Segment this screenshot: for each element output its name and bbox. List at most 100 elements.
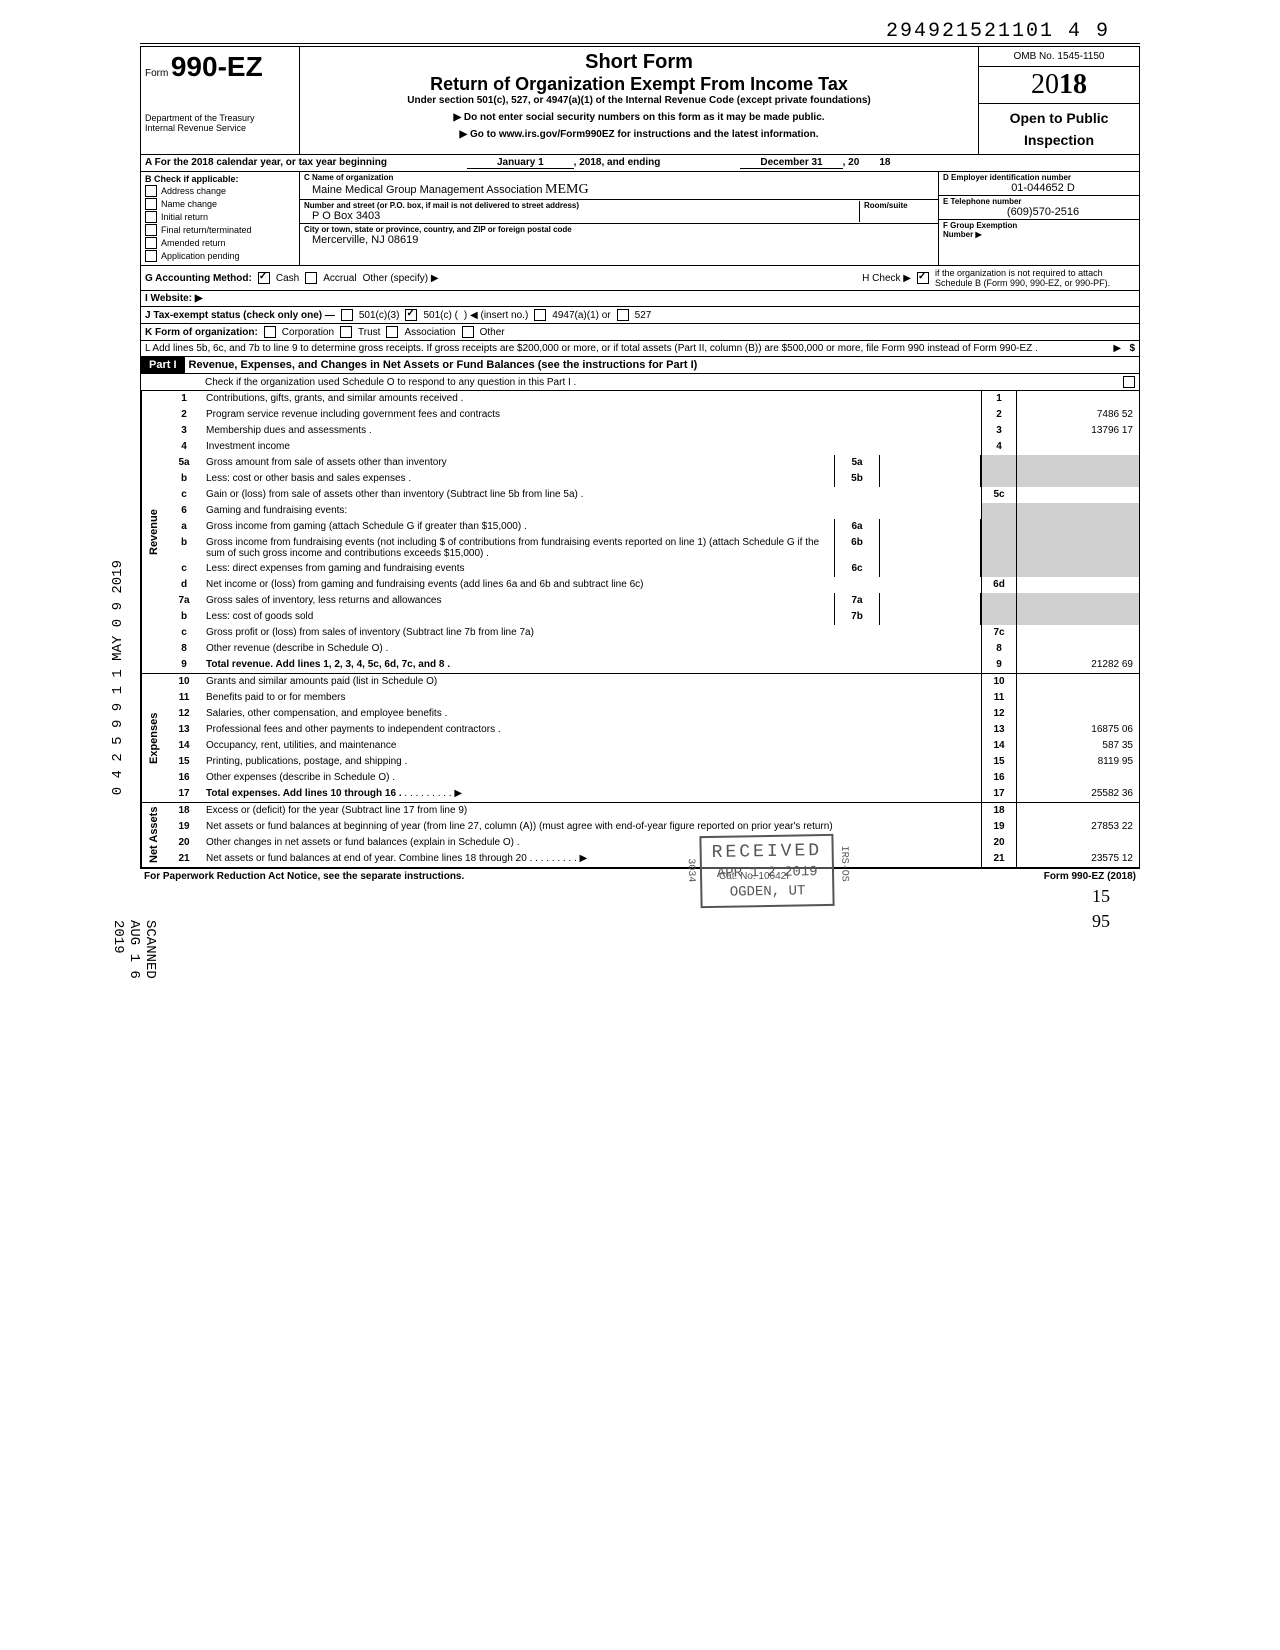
chk-527[interactable] [617,309,629,321]
revenue-label: Revenue [141,391,166,673]
top-barcode-number: 294921521101 4 9 [140,20,1140,44]
chk-cash[interactable] [258,272,270,284]
part1-title: Revenue, Expenses, and Changes in Net As… [185,357,702,373]
short-form-title: Short Form [308,51,970,74]
netassets-label: Net Assets [141,803,166,867]
chk-amended[interactable] [145,237,157,249]
d-label: D Employer identification number [943,173,1135,182]
line-6: 6Gaming and fundraising events: [166,503,1139,519]
part1-label: Part I [141,357,185,373]
line-18: 18Excess or (deficit) for the year (Subt… [166,803,1139,819]
line-c: cGain or (loss) from sale of assets othe… [166,487,1139,503]
chk-corp[interactable] [264,326,276,338]
line-a: aGross income from gaming (attach Schedu… [166,519,1139,535]
line-c: cGross profit or (loss) from sales of in… [166,625,1139,641]
chk-501c3[interactable] [341,309,353,321]
under-section: Under section 501(c), 527, or 4947(a)(1)… [308,95,970,106]
city-label: City or town, state or province, country… [304,225,934,234]
dept-treasury: Department of the Treasury [145,113,295,123]
chk-4947[interactable] [534,309,546,321]
irs-label: Internal Revenue Service [145,123,295,133]
omb-number: OMB No. 1545-1150 [979,47,1139,67]
chk-trust[interactable] [340,326,352,338]
chk-final-return[interactable] [145,224,157,236]
line-8: 8Other revenue (describe in Schedule O) … [166,641,1139,657]
form-header: Form 990-EZ Department of the Treasury I… [140,46,1140,155]
chk-other-org[interactable] [462,326,474,338]
c-label: C Name of organization [304,173,934,182]
row-a-tax-year: A For the 2018 calendar year, or tax yea… [140,155,1140,172]
addr-label: Number and street (or P.O. box, if mail … [304,201,859,210]
ssn-warning: ▶ Do not enter social security numbers o… [308,112,970,123]
row-j: J Tax-exempt status (check only one) — 5… [140,307,1140,324]
chk-pending[interactable] [145,250,157,262]
received-stamp: RECEIVED APR 1 2 2019 OGDEN, UT IRS-OS 3… [699,834,835,908]
line-5a: 5aGross amount from sale of assets other… [166,455,1139,471]
part1-header: Part I Revenue, Expenses, and Changes in… [140,357,1140,374]
side-stamp-2: SCANNED AUG 1 6 2019 [110,920,158,979]
line-14: 14Occupancy, rent, utilities, and mainte… [166,738,1139,754]
line-c: cLess: direct expenses from gaming and f… [166,561,1139,577]
info-grid: B Check if applicable: Address change Na… [140,172,1140,266]
form-number: 990-EZ [171,51,263,82]
side-stamp-1: 0 4 2 5 9 9 1 1 MAY 0 9 2019 [110,560,126,795]
line-12: 12Salaries, other compensation, and empl… [166,706,1139,722]
form-word: Form [145,68,168,79]
phone-value: (609)570-2516 [943,206,1135,218]
chk-assoc[interactable] [386,326,398,338]
line-17: 17Total expenses. Add lines 10 through 1… [166,786,1139,802]
chk-accrual[interactable] [305,272,317,284]
line-10: 10Grants and similar amounts paid (list … [166,674,1139,690]
open-public: Open to Public [979,104,1139,132]
chk-schedule-o[interactable] [1123,376,1135,388]
line-4: 4Investment income4 [166,439,1139,455]
b-title: B Check if applicable: [145,174,295,184]
line-1: 1Contributions, gifts, grants, and simil… [166,391,1139,407]
row-i: I Website: ▶ [140,291,1140,307]
chk-initial-return[interactable] [145,211,157,223]
org-name: Maine Medical Group Management Associati… [304,184,543,196]
room-label: Room/suite [864,201,934,210]
chk-schedule-b[interactable] [917,272,929,284]
org-hand: MEMG [545,182,589,197]
org-address: P O Box 3403 [304,210,859,222]
row-l: L Add lines 5b, 6c, and 7b to line 9 to … [140,341,1140,357]
chk-name-change[interactable] [145,198,157,210]
page-footer: For Paperwork Reduction Act Notice, see … [140,868,1140,884]
return-title: Return of Organization Exempt From Incom… [308,74,970,95]
line-3: 3Membership dues and assessments .313796… [166,423,1139,439]
line-d: dNet income or (loss) from gaming and fu… [166,577,1139,593]
line-b: bLess: cost or other basis and sales exp… [166,471,1139,487]
form-page: 0 4 2 5 9 9 1 1 MAY 0 9 2019 SCANNED AUG… [140,20,1140,934]
line-b: bLess: cost of goods sold7b [166,609,1139,625]
line-9: 9Total revenue. Add lines 1, 2, 3, 4, 5c… [166,657,1139,673]
line-7a: 7aGross sales of inventory, less returns… [166,593,1139,609]
ein-value: 01-044652 D [943,182,1135,194]
row-k: K Form of organization: Corporation Trus… [140,324,1140,341]
line-13: 13Professional fees and other payments t… [166,722,1139,738]
lines-table: Revenue 1Contributions, gifts, grants, a… [140,391,1140,868]
f-label: F Group Exemption [943,221,1135,230]
e-label: E Telephone number [943,197,1135,206]
handwritten-numbers: 15 95 [140,884,1140,934]
line-21: 21Net assets or fund balances at end of … [166,851,1139,867]
footer-left: For Paperwork Reduction Act Notice, see … [144,871,464,882]
line-16: 16Other expenses (describe in Schedule O… [166,770,1139,786]
org-city: Mercerville, NJ 08619 [304,234,934,246]
line-b: bGross income from fundraising events (n… [166,535,1139,561]
line-15: 15Printing, publications, postage, and s… [166,754,1139,770]
tax-year: 2018 [979,67,1139,104]
website-instruction: ▶ Go to www.irs.gov/Form990EZ for instru… [308,129,970,140]
line-19: 19Net assets or fund balances at beginni… [166,819,1139,835]
col-b-checkboxes: B Check if applicable: Address change Na… [141,172,300,265]
chk-address-change[interactable] [145,185,157,197]
expenses-label: Expenses [141,674,166,802]
chk-501c[interactable] [405,309,417,321]
line-11: 11Benefits paid to or for members11 [166,690,1139,706]
f-label2: Number ▶ [943,230,1135,239]
row-g-h: G Accounting Method: Cash Accrual Other … [140,266,1140,291]
inspection-label: Inspection [979,132,1139,154]
part1-check: Check if the organization used Schedule … [140,374,1140,391]
line-2: 2Program service revenue including gover… [166,407,1139,423]
line-20: 20Other changes in net assets or fund ba… [166,835,1139,851]
